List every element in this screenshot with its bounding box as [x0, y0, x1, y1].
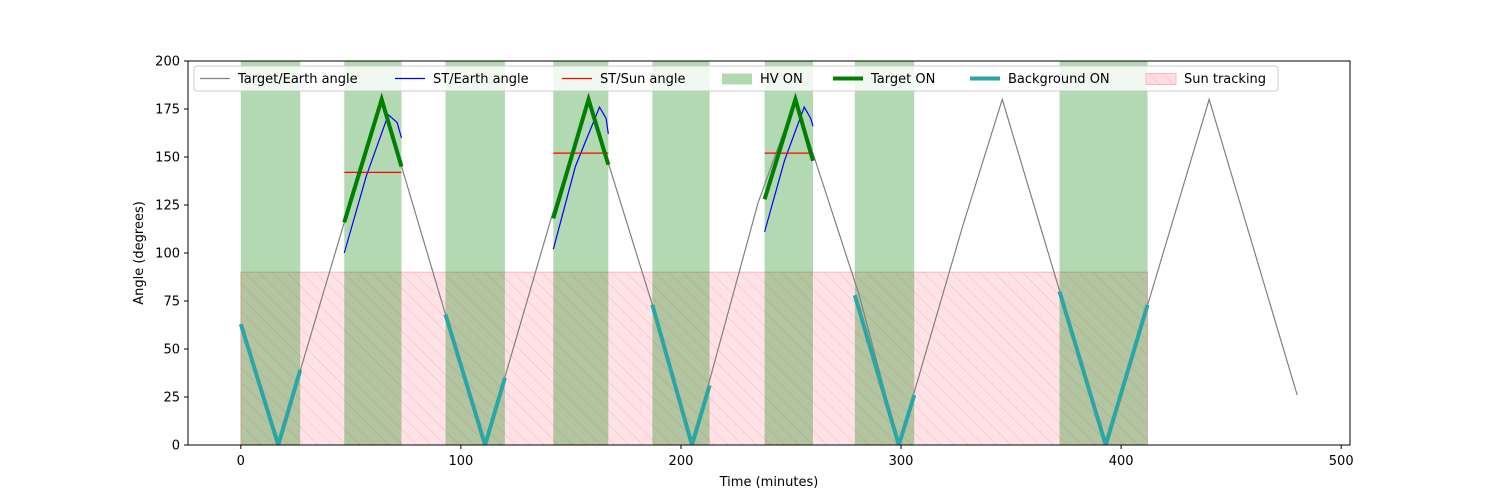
y-tick-label-100: 100	[155, 247, 180, 262]
legend-box	[193, 65, 1279, 92]
legend: Target/Earth angle ST/Earth angle ST/Sun a…	[193, 65, 1279, 92]
target-on-line-2	[762, 92, 815, 200]
y-tick-label-0: 0	[172, 439, 180, 454]
hv-on-band-4	[652, 61, 710, 445]
y-tick-label-175: 175	[155, 103, 180, 118]
hv-on-band-2	[445, 61, 505, 445]
legend-label-background_on: Background ON	[1008, 72, 1110, 87]
sun-tracking-hatch	[240, 271, 1149, 445]
x-tick-label-200: 200	[669, 454, 694, 469]
hv-on-band-0	[240, 61, 301, 445]
x-tick-label-300: 300	[889, 454, 914, 469]
y-tick-label-50: 50	[163, 343, 180, 358]
background-on-line-0	[238, 323, 303, 445]
legend-swatch-sun_tracking	[1145, 73, 1177, 85]
axes: 0 100 200 300 400 500 0 25 50 75 100 125 150 175 200	[155, 55, 1353, 470]
y-tick-label-25: 25	[163, 391, 180, 406]
x-tick-label-100: 100	[448, 454, 473, 469]
legend-label-sun_tracking: Sun tracking	[1184, 72, 1266, 87]
legend-label-st_earth: ST/Earth angle	[433, 72, 529, 87]
y-tick-label-125: 125	[155, 199, 180, 214]
background-on-line-4	[1057, 290, 1150, 445]
x-tick-label-0: 0	[237, 454, 245, 469]
target-on-line-0	[342, 92, 404, 223]
y-tick-label-75: 75	[163, 295, 180, 310]
x-axis-title: Time (minutes)	[719, 475, 819, 490]
x-tick-label-400: 400	[1109, 454, 1134, 469]
background-on-line-2	[650, 304, 712, 445]
background-on-line-1	[443, 313, 507, 445]
y-tick-label-150: 150	[155, 151, 180, 166]
background-on-line-3	[852, 294, 917, 445]
shaded-regions	[240, 61, 1149, 445]
hv-on-band-6	[854, 61, 915, 445]
hv-on-band-7	[1059, 61, 1148, 445]
legend-label-target_earth: Target/Earth angle	[237, 72, 358, 87]
st-earth-line-2	[764, 105, 814, 233]
y-axis-title: Angle (degrees)	[132, 201, 147, 305]
legend-label-st_sun: ST/Sun angle	[600, 72, 686, 87]
legend-label-hv_on: HV ON	[760, 72, 803, 87]
legend-swatch-hv_on	[722, 73, 752, 85]
legend-label-target_on: Target ON	[870, 72, 935, 87]
st-earth-line-1	[552, 105, 609, 250]
series-lines	[238, 92, 1298, 445]
target-on-line-1	[551, 92, 611, 220]
y-tick-label-200: 200	[155, 55, 180, 70]
x-tick-label-500: 500	[1329, 454, 1354, 469]
